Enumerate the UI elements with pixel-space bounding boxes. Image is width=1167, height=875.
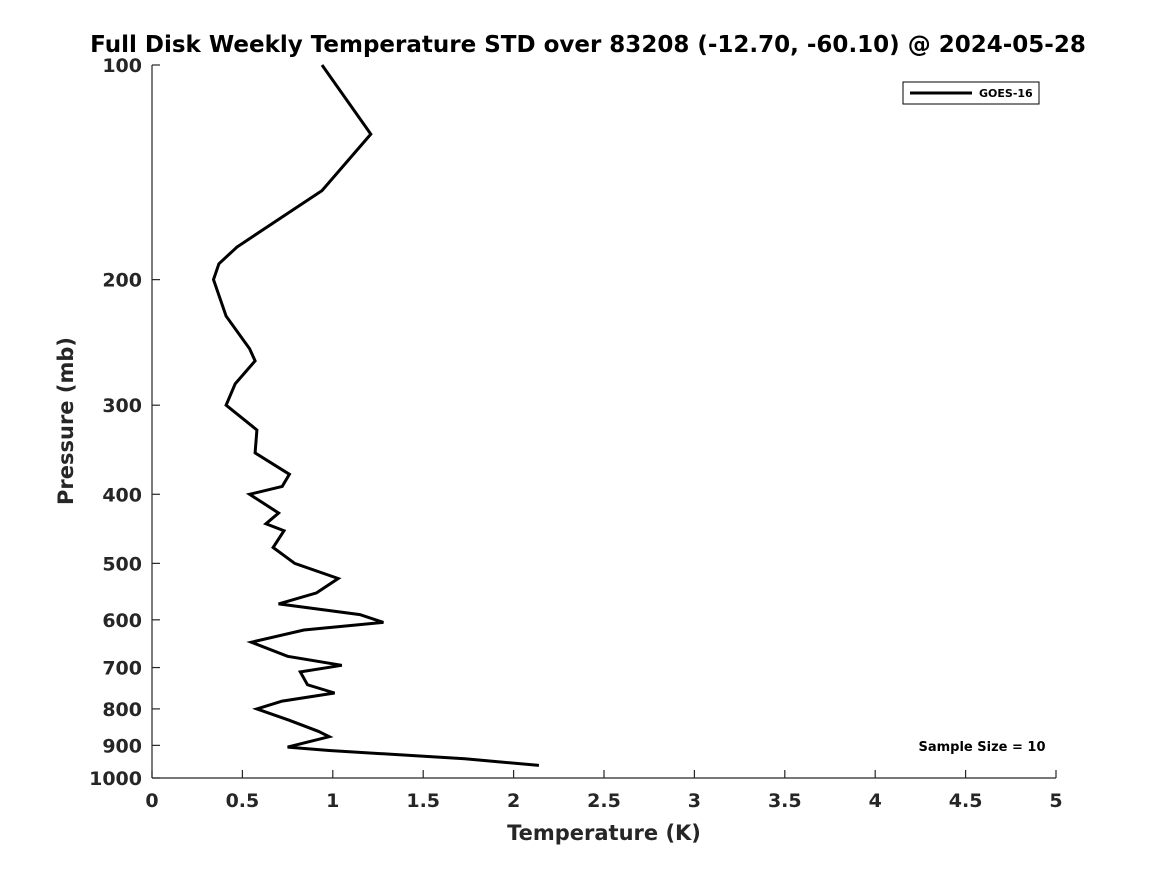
y-tick-label: 900 xyxy=(102,735,142,757)
y-axis-label: Pressure (mb) xyxy=(54,337,78,505)
y-axis-ticks: 100 200 300 400 500 600 700 800 900 1000 xyxy=(89,55,160,790)
x-tick-label: 0 xyxy=(145,790,158,812)
y-tick-label: 700 xyxy=(102,658,142,680)
x-tick-label: 3.5 xyxy=(768,790,802,812)
series-line-goes-16 xyxy=(211,64,540,767)
y-tick-label: 500 xyxy=(102,553,142,575)
y-tick-label: 100 xyxy=(102,55,142,77)
x-tick-label: 1.5 xyxy=(406,790,440,812)
plot-area xyxy=(152,65,1056,778)
x-tick-label: 2 xyxy=(507,790,520,812)
y-tick-label: 600 xyxy=(102,610,142,632)
x-tick-label: 3 xyxy=(688,790,701,812)
x-tick-label: 0.5 xyxy=(226,790,260,812)
x-tick-label: 1 xyxy=(326,790,339,812)
y-tick-label: 1000 xyxy=(89,768,142,790)
x-tick-label: 2.5 xyxy=(587,790,621,812)
x-tick-label: 4 xyxy=(869,790,882,812)
series-layer xyxy=(211,64,540,767)
x-tick-label: 5 xyxy=(1049,790,1062,812)
legend: GOES-16 xyxy=(902,81,1040,105)
y-tick-label: 800 xyxy=(102,699,142,721)
chart-title: Full Disk Weekly Temperature STD over 83… xyxy=(90,32,1086,58)
y-tick-label: 200 xyxy=(102,270,142,292)
legend-label-goes-16: GOES-16 xyxy=(979,87,1033,100)
y-tick-label: 400 xyxy=(102,484,142,506)
sample-size-annotation: Sample Size = 10 xyxy=(918,740,1045,755)
x-axis-ticks: 0 0.5 1 1.5 2 2.5 3 3.5 4 4.5 5 xyxy=(145,770,1063,812)
y-tick-label: 300 xyxy=(102,395,142,417)
x-tick-label: 4.5 xyxy=(949,790,983,812)
x-axis-label: Temperature (K) xyxy=(507,821,701,845)
